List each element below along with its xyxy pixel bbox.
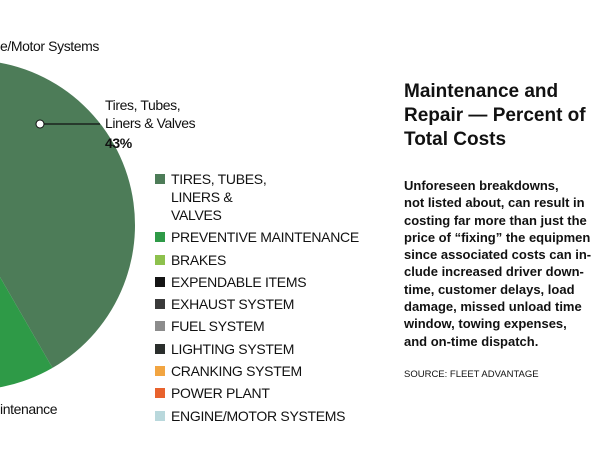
source: SOURCE: FLEET ADVANTAGE <box>404 369 539 380</box>
title-line: Total Costs <box>404 129 507 150</box>
legend-item: FUEL SYSTEM <box>155 317 359 335</box>
pie-slice <box>0 276 53 388</box>
legend-label: FUEL SYSTEM <box>171 318 265 335</box>
legend-swatch <box>155 174 165 184</box>
legend-item: ENGINE/MOTOR SYSTEMS <box>155 407 359 425</box>
article-title: Maintenance and Repair — Percent of Total … <box>404 80 586 152</box>
legend-item: PREVENTIVE MAINTENANCE <box>155 228 359 246</box>
legend-item: LIGHTING SYSTEM <box>155 340 359 358</box>
legend-swatch <box>155 388 165 399</box>
legend-item: CRANKING SYSTEM <box>155 362 359 380</box>
legend-label: CRANKING SYSTEM <box>171 363 302 380</box>
legend-label: EXPENDABLE ITEMS <box>171 273 307 290</box>
title-line: Repair — Percent of <box>404 105 586 126</box>
legend-item: BRAKES <box>155 251 359 269</box>
slice-label: e/Motor Systems <box>0 38 100 54</box>
slice-label: intenance <box>0 401 58 417</box>
legend-swatch <box>155 410 165 421</box>
legend-swatch <box>155 299 165 310</box>
legend-swatch <box>155 343 165 354</box>
legend-label: PREVENTIVE MAINTENANCE <box>171 229 359 246</box>
slice-label: Tires, Tubes, Liners & Valves <box>105 97 196 131</box>
body-line: price of “fixing” the equipmen <box>404 229 591 245</box>
legend-swatch <box>155 276 165 287</box>
legend-label: TIRES, TUBES, LINERS & VALVES <box>171 171 267 223</box>
value-label: 43% <box>105 135 132 151</box>
legend-item: POWER PLANT <box>155 384 359 402</box>
pie-slice <box>0 62 135 368</box>
article-body: Unforeseen breakdowns, not listed about, … <box>404 177 591 350</box>
body-line: Unforeseen breakdowns, <box>404 178 559 193</box>
legend-swatch <box>155 366 165 377</box>
legend-label: BRAKES <box>171 251 226 268</box>
legend-label: EXHAUST SYSTEM <box>171 296 295 313</box>
callout-dot <box>35 119 45 129</box>
legend-label: ENGINE/MOTOR SYSTEMS <box>171 407 346 424</box>
legend-item: EXHAUST SYSTEM <box>155 295 359 313</box>
legend-item: EXPENDABLE ITEMS <box>155 273 359 291</box>
body-line: damage, missed unload time <box>404 299 582 315</box>
body-line: window, towing expenses, <box>404 316 567 332</box>
body-line: costing far more than just the <box>404 212 587 228</box>
body-line: clude increased driver down- <box>404 264 584 280</box>
legend-label: LIGHTING SYSTEM <box>171 340 295 357</box>
legend-item: TIRES, TUBES, LINERS & VALVES <box>155 170 359 224</box>
legend-swatch <box>155 254 165 265</box>
body-line: and on-time dispatch. <box>404 333 539 349</box>
body-line: since associated costs can in- <box>404 247 592 263</box>
title-line: Maintenance and <box>404 81 559 102</box>
legend-swatch <box>155 321 165 332</box>
legend-label: POWER PLANT <box>171 385 270 402</box>
body-line: not listed about, can result in <box>404 195 585 211</box>
legend: TIRES, TUBES, LINERS & VALVES PREVENTIVE … <box>155 170 359 429</box>
body-line: time, customer delays, load <box>404 281 575 297</box>
legend-swatch <box>155 232 165 243</box>
